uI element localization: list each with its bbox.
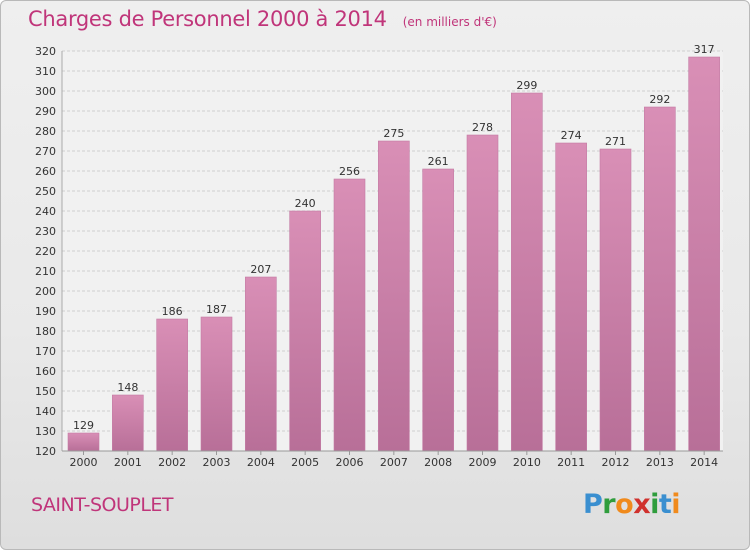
bar-2002: [156, 318, 188, 452]
y-tick-label: 180: [35, 325, 56, 338]
x-tick-label: 2005: [291, 456, 319, 469]
chart-title: Charges de Personnel 2000 à 2014 (en mill…: [28, 7, 497, 31]
x-tick-label: 2008: [424, 456, 452, 469]
y-tick-label: 240: [35, 205, 56, 218]
data-label: 207: [250, 263, 271, 276]
bar-2003: [200, 316, 233, 452]
y-tick-label: 190: [35, 305, 56, 318]
bar-2005: [289, 210, 321, 452]
x-tick-label: 2007: [380, 456, 408, 469]
data-label: 274: [561, 129, 582, 142]
data-label: 261: [428, 155, 449, 168]
data-label: 256: [339, 165, 360, 178]
proxiti-logo[interactable]: Proxiti: [583, 489, 681, 520]
x-tick-label: 2010: [513, 456, 541, 469]
data-label: 186: [162, 305, 183, 318]
y-tick-label: 310: [35, 65, 56, 78]
data-label: 240: [295, 197, 316, 210]
bar-2007: [378, 140, 410, 452]
y-tick-label: 260: [35, 165, 56, 178]
bar-2012: [599, 148, 632, 452]
x-tick-label: 2009: [469, 456, 497, 469]
y-tick-label: 290: [35, 105, 56, 118]
y-axis: 120 130 140 150 160 170 180 190 200 210 220 230 240 2…: [35, 45, 63, 458]
bar-2004: [245, 276, 277, 452]
chart-title-text: Charges de Personnel 2000 à 2014: [28, 7, 387, 31]
y-tick-label: 160: [35, 365, 56, 378]
y-tick-label: 320: [35, 45, 56, 58]
bar-2000: [67, 432, 100, 452]
data-label: 299: [516, 79, 537, 92]
bar-2001: [112, 394, 144, 452]
bars: 129 148 186 187 207 240 256 275 261 278 299 274 271 2…: [67, 43, 720, 452]
x-tick-label: 2002: [158, 456, 186, 469]
x-tick-label: 2011: [557, 456, 585, 469]
data-label: 317: [694, 43, 715, 56]
logo-letter: i: [650, 489, 659, 520]
y-tick-label: 210: [35, 265, 56, 278]
x-tick-label: 2004: [247, 456, 275, 469]
y-tick-label: 220: [35, 245, 56, 258]
x-tick-label: 2000: [70, 456, 98, 469]
y-tick-label: 120: [35, 445, 56, 458]
logo-letter: x: [633, 489, 651, 520]
logo-letter: r: [602, 489, 616, 520]
y-tick-label: 200: [35, 285, 56, 298]
chart-unit: (en milliers d'€): [402, 15, 497, 29]
x-tick-label: 2006: [336, 456, 364, 469]
logo-letter: P: [583, 489, 603, 520]
y-tick-label: 270: [35, 145, 56, 158]
y-tick-label: 230: [35, 225, 56, 238]
data-label: 271: [605, 135, 626, 148]
bar-2014: [688, 56, 720, 452]
data-label: 129: [73, 419, 94, 432]
data-label: 292: [649, 93, 670, 106]
y-tick-label: 130: [35, 425, 56, 438]
y-tick-label: 280: [35, 125, 56, 138]
data-label: 148: [117, 381, 138, 394]
logo-letter: o: [615, 489, 634, 520]
bar-2006: [333, 178, 366, 452]
logo-letter: t: [658, 489, 672, 520]
x-tick-label: 2014: [690, 456, 718, 469]
x-tick-label: 2012: [602, 456, 630, 469]
data-label: 275: [383, 127, 404, 140]
x-tick-label: 2003: [203, 456, 231, 469]
bar-2009: [466, 134, 499, 452]
bar-2013: [644, 106, 676, 452]
bar-2010: [511, 92, 543, 452]
data-label: 187: [206, 303, 227, 316]
commune-name: SAINT-SOUPLET: [31, 494, 174, 516]
x-tick-label: 2013: [646, 456, 674, 469]
y-tick-label: 300: [35, 85, 56, 98]
y-tick-label: 150: [35, 385, 56, 398]
logo-letter: i: [671, 489, 681, 520]
data-label: 278: [472, 121, 493, 134]
bar-2008: [422, 168, 454, 452]
y-tick-label: 250: [35, 185, 56, 198]
x-axis: 2000 2001 2002 2003 2004 2005 2006 2007 2008 2009…: [62, 450, 723, 469]
x-tick-label: 2001: [114, 456, 142, 469]
y-tick-label: 170: [35, 345, 56, 358]
y-tick-label: 140: [35, 405, 56, 418]
bar-2011: [555, 142, 587, 452]
